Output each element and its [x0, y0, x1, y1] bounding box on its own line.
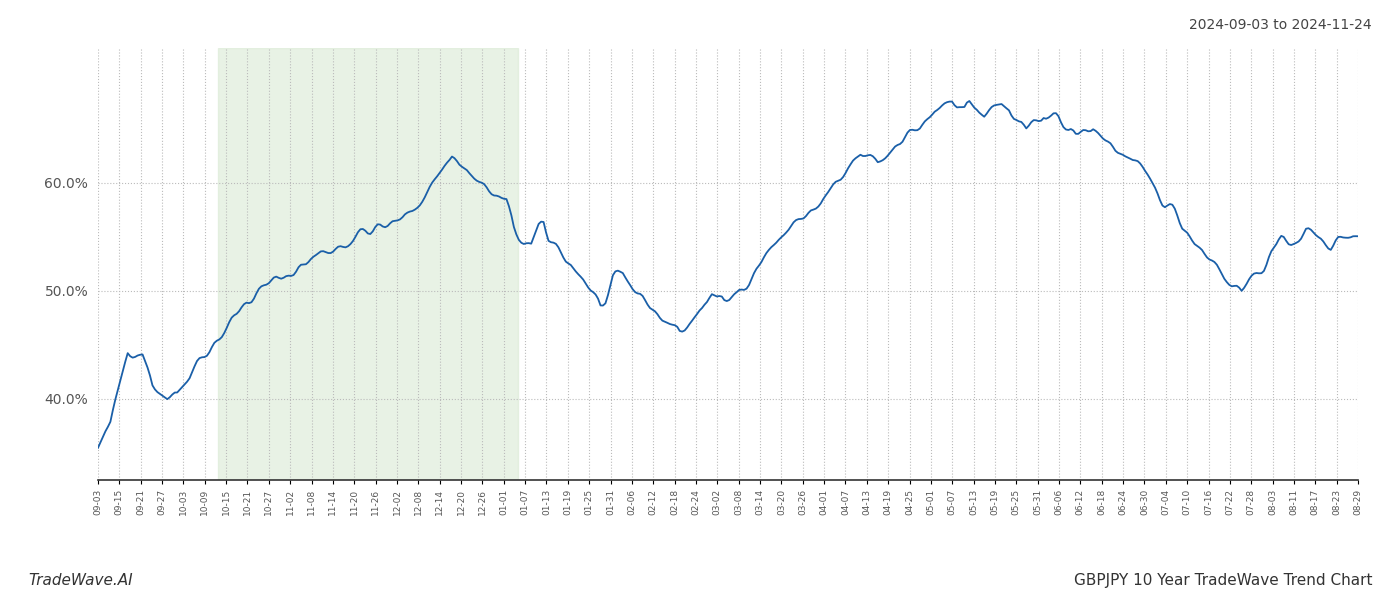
Text: 2024-09-03 to 2024-11-24: 2024-09-03 to 2024-11-24 [1190, 18, 1372, 32]
Text: TradeWave.AI: TradeWave.AI [28, 573, 133, 588]
Bar [218, 48, 518, 480]
Text: GBPJPY 10 Year TradeWave Trend Chart: GBPJPY 10 Year TradeWave Trend Chart [1074, 573, 1372, 588]
